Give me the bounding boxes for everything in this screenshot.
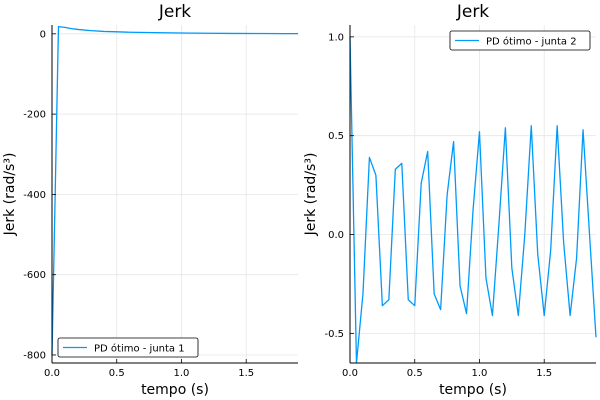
x-tick-label: 1.0: [472, 368, 488, 379]
chart-title: Jerk: [158, 2, 191, 22]
series-line: [349, 36, 597, 364]
grid: [349, 25, 596, 363]
x-tick-label: 1.5: [238, 368, 254, 379]
y-tick-label: -0.5: [324, 329, 344, 340]
chart-panel-right: Jerk tempo (s) Jerk (rad/s³) 0.0 0.5 1.0 1.…: [303, 2, 597, 398]
legend: PD ótimo - junta 1: [57, 337, 199, 358]
grid: [51, 25, 298, 363]
series: [349, 36, 597, 364]
x-axis-label: tempo (s): [141, 382, 209, 398]
tick-labels: 0.0 0.5 1.0 1.5 0 -200 -400 -600 -800: [23, 29, 254, 379]
y-tick-label: -600: [23, 270, 46, 281]
y-axis-label: Jerk (rad/s³): [303, 153, 319, 237]
legend-entry: PD ótimo - junta 2: [486, 36, 577, 48]
chart-panel-left: Jerk tempo (s) Jerk (rad/s³) 0.0 0.5 1.0 1.…: [2, 2, 299, 398]
y-tick-label: -200: [23, 110, 46, 121]
y-axis-label: Jerk (rad/s³): [2, 153, 18, 237]
axes: [349, 25, 596, 364]
y-tick-label: -800: [23, 350, 46, 361]
x-tick-label: 0.5: [407, 368, 423, 379]
legend-frame: [57, 337, 199, 358]
x-tick-label: 1.0: [174, 368, 190, 379]
legend-entry: PD ótimo - junta 1: [94, 343, 185, 355]
x-tick-label: 0.0: [342, 368, 358, 379]
legend: PD ótimo - junta 2: [449, 30, 591, 51]
chart-title: Jerk: [456, 2, 489, 22]
y-tick-label: 0.0: [328, 230, 344, 241]
x-tick-label: 0.5: [109, 368, 125, 379]
tick-labels: 0.0 0.5 1.0 1.5 1.0 0.5 0.0 -0.5: [324, 32, 552, 379]
y-tick-label: -400: [23, 190, 46, 201]
x-tick-label: 1.5: [536, 368, 552, 379]
y-tick-label: 0: [40, 29, 46, 40]
y-tick-label: 1.0: [328, 32, 344, 43]
legend-frame: [449, 30, 591, 51]
series: [51, 25, 299, 355]
x-tick-label: 0.0: [44, 368, 60, 379]
y-tick-label: 0.5: [328, 131, 344, 142]
axes: [51, 25, 298, 364]
x-axis-label: tempo (s): [439, 382, 507, 398]
series-line: [51, 25, 299, 355]
